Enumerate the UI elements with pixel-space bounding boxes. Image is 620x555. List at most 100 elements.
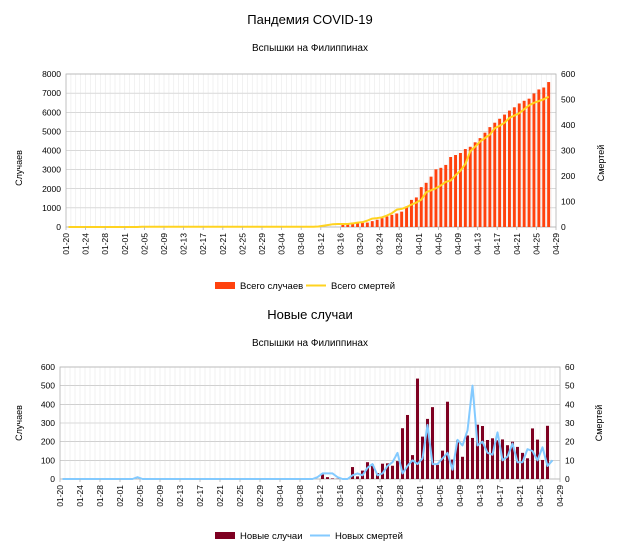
bar [473,142,477,227]
bar [503,114,507,227]
x-tick-label: 02-25 [235,485,245,507]
x-tick-label: 04-25 [531,233,541,255]
x-tick-label: 04-09 [455,485,465,507]
bar [351,223,355,227]
y2-tick-label: 500 [561,95,575,105]
y-tick-label: 5000 [42,126,61,136]
bar [532,93,536,227]
x-tick-label: 01-24 [81,233,91,255]
bar [512,107,516,227]
x-tick-label: 04-05 [435,485,445,507]
bar [458,152,462,227]
chart2-line [62,384,554,480]
bar [424,182,428,227]
y-tick-label: 600 [41,362,55,372]
y-tick-label: 8000 [42,69,61,79]
bar [546,425,549,479]
legend-label-total-deaths: Всего смертей [331,281,395,292]
bar [375,219,379,227]
legend-swatch-new-cases [215,532,235,539]
y2-tick-label: 300 [561,146,575,156]
chart1-subtitle: Вспышки на Филиппинах [252,43,368,54]
bar [547,82,551,227]
y2-tick-label: 200 [561,171,575,181]
bar [476,424,479,479]
legend-swatch-total-cases [215,282,235,289]
bar [365,222,369,227]
x-tick-label: 03-24 [375,233,385,255]
bar [409,199,413,227]
bar [331,478,334,479]
chart2-y2label: Смертей [594,405,604,442]
x-tick-label: 04-13 [475,485,485,507]
y2-tick-label: 10 [565,455,575,465]
bar [390,214,394,227]
chart2-axes: 0 100 200 300 400 500 600 0 10 20 30 40 50 60 01-20 01-… [41,362,575,507]
bar [471,437,474,479]
bar [488,127,492,227]
bar [527,98,531,227]
x-tick-label: 04-21 [515,485,525,507]
bar [396,461,399,479]
legend-label-new-deaths: Новых смертей [335,531,403,542]
x-tick-label: 01-20 [55,485,65,507]
chart1-title: Пандемия COVID-19 [247,12,372,27]
x-tick-label: 04-05 [433,233,443,255]
x-tick-label: 04-13 [473,233,483,255]
chart2-ylabel: Случаев [14,405,24,441]
bar [366,462,369,479]
x-tick-label: 03-04 [275,485,285,507]
bar [461,456,464,479]
bar [496,440,499,479]
x-tick-label: 02-05 [135,485,145,507]
bar [531,428,534,479]
bar [356,223,360,227]
y-tick-label: 1000 [42,203,61,213]
x-tick-label: 04-25 [535,485,545,507]
bar [400,211,404,227]
bar [498,118,502,227]
x-tick-label: 02-01 [120,233,130,255]
x-tick-label: 03-20 [355,485,365,507]
y-tick-label: 500 [41,381,55,391]
x-tick-label: 02-13 [179,233,189,255]
x-tick-label: 04-21 [512,233,522,255]
bar [483,132,487,227]
chart1-legend: Всего случаев Всего смертей [215,281,395,292]
bar [385,216,389,227]
bar [478,138,482,227]
bar [411,455,414,479]
chart2-bars [321,378,549,479]
bar [326,477,329,479]
bar [541,459,544,479]
bar [434,169,438,227]
x-tick-label: 03-16 [335,233,345,255]
bar [426,418,429,479]
x-tick-label: 03-16 [335,485,345,507]
bar [356,476,359,479]
bar [521,452,524,479]
bar [436,464,439,479]
x-tick-label: 04-29 [551,233,561,255]
y2-tick-label: 100 [561,197,575,207]
bar [346,224,350,227]
bar [466,435,469,479]
bar [321,474,324,479]
chart1-line [68,95,550,228]
x-tick-label: 03-08 [295,485,305,507]
bar [406,414,409,479]
bar [386,463,389,479]
chart1-ylabel: Случаев [14,150,24,186]
y2-tick-label: 30 [565,418,575,428]
bar [511,441,514,479]
x-tick-label: 01-24 [75,485,85,507]
y-tick-label: 200 [41,437,55,447]
x-tick-label: 03-28 [394,233,404,255]
bar [381,463,384,479]
bar [507,110,511,227]
x-tick-label: 02-29 [257,233,267,255]
bar [429,176,433,227]
bar [449,157,453,227]
x-tick-label: 02-13 [175,485,185,507]
